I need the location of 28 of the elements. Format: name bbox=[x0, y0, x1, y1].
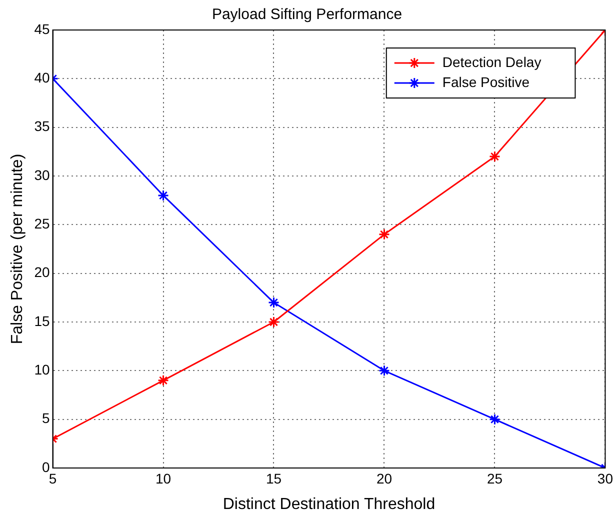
point bbox=[268, 316, 280, 328]
point bbox=[378, 364, 390, 376]
y-tick-label: 25 bbox=[34, 216, 50, 232]
point bbox=[488, 150, 500, 162]
x-tick-label: 25 bbox=[486, 470, 503, 486]
point bbox=[488, 414, 500, 426]
y-axis-title: False Positive (per minute) bbox=[9, 154, 26, 344]
point bbox=[158, 190, 170, 202]
x-tick-label: 10 bbox=[155, 470, 172, 486]
y-tick-label: 5 bbox=[42, 410, 50, 426]
x-tick-label: 15 bbox=[266, 470, 282, 486]
y-tick-label: 35 bbox=[34, 118, 50, 134]
x-tick-label: 30 bbox=[597, 470, 614, 486]
chart-title: Payload Sifting Performance bbox=[212, 6, 402, 24]
x-tick-label: 20 bbox=[376, 470, 392, 486]
legend-label: False Positive bbox=[442, 74, 530, 90]
y-tick-label: 0 bbox=[42, 458, 50, 475]
point bbox=[378, 228, 390, 240]
y-tick-label: 30 bbox=[34, 166, 50, 183]
x-axis-title: Distinct Destination Threshold bbox=[222, 496, 436, 513]
legend-label: Detection Delay bbox=[442, 54, 542, 70]
point bbox=[158, 374, 170, 386]
y-tick-label: 45 bbox=[34, 20, 50, 37]
y-tick-label: 40 bbox=[34, 70, 50, 86]
point bbox=[268, 296, 280, 308]
y-tick-label: 10 bbox=[34, 362, 50, 378]
y-tick-label: 15 bbox=[34, 312, 50, 329]
y-tick-label: 20 bbox=[34, 264, 50, 280]
